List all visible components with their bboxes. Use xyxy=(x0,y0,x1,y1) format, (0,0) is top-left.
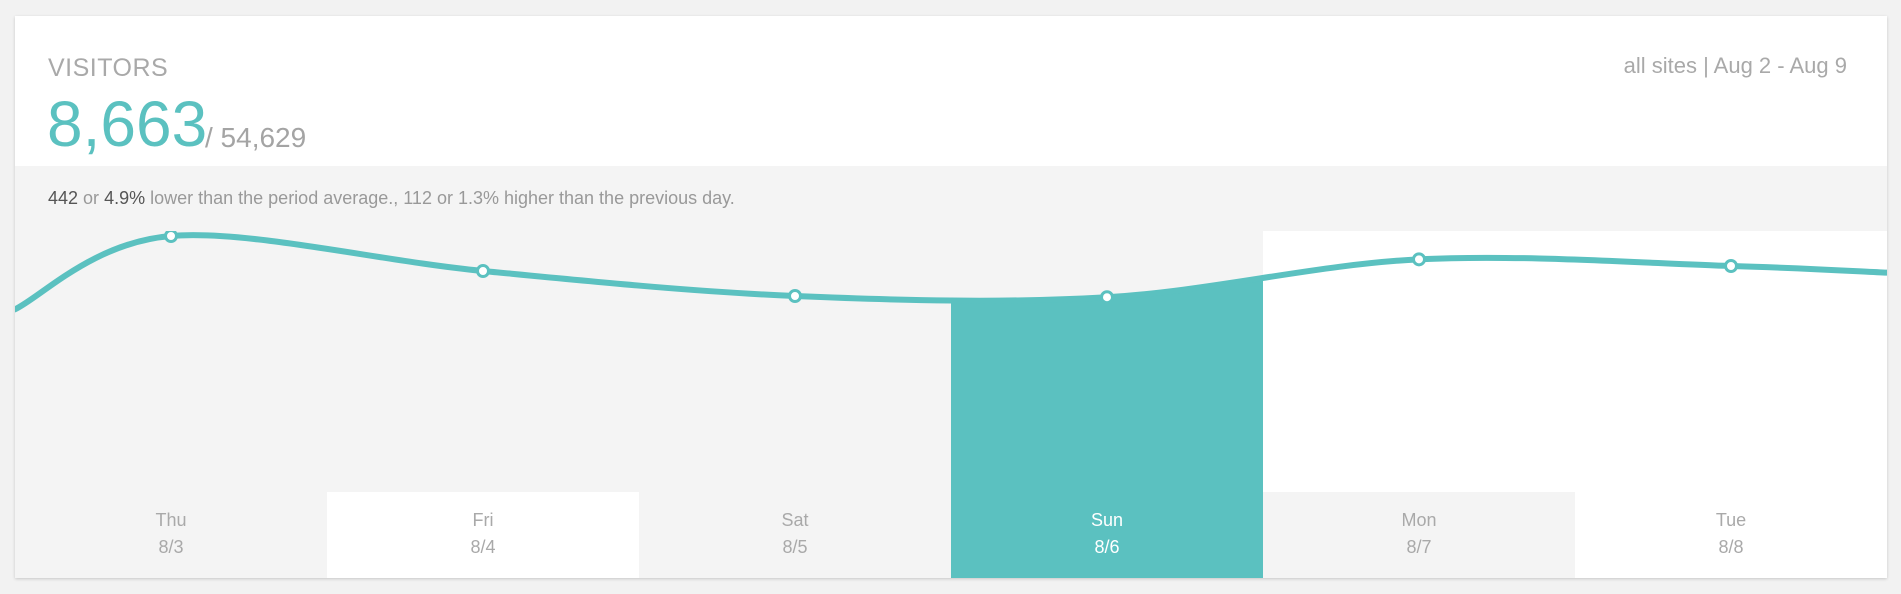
data-point-4[interactable] xyxy=(1412,252,1426,267)
scope-date-range: all sites | Aug 2 - Aug 9 xyxy=(1623,53,1847,78)
date-label-3: 8/6 xyxy=(1094,537,1119,557)
summary-connector: or xyxy=(78,188,105,208)
day-label-0: Thu xyxy=(155,510,186,530)
diff-percent: 4.9% xyxy=(104,188,146,208)
date-label-0: 8/3 xyxy=(158,537,183,557)
day-label-5: Tue xyxy=(1716,510,1746,530)
date-label-5: 8/8 xyxy=(1718,537,1743,557)
visitor-count: 8,663 xyxy=(47,88,208,160)
column-bg-4 xyxy=(1263,231,1576,492)
column-label-bg-3[interactable] xyxy=(951,492,1264,578)
column-label-bg-0[interactable] xyxy=(15,492,328,578)
data-point-5[interactable] xyxy=(1724,259,1738,273)
data-point-0[interactable] xyxy=(164,231,178,243)
column-label-bg-1[interactable] xyxy=(327,492,640,578)
data-point-2[interactable] xyxy=(788,289,802,303)
column-label-bg-4[interactable] xyxy=(1263,492,1576,578)
column-bg-0 xyxy=(15,231,328,492)
date-label-4: 8/7 xyxy=(1406,537,1431,557)
column-label-bg-5[interactable] xyxy=(1575,492,1887,578)
selected-day-area xyxy=(951,277,1263,492)
visitors-chart: Thu 8/3 Fri 8/4 Sat 8/5 Sun 8/6 Mon 8/7 Tue 8/8 xyxy=(15,231,1887,578)
data-point-3[interactable] xyxy=(1100,290,1114,305)
visitors-line xyxy=(15,232,1887,313)
visitors-card: VISITORS 8,663 / 54,629 all sites | Aug … xyxy=(15,16,1887,578)
column-label-bg-2[interactable] xyxy=(639,492,952,578)
day-label-2: Sat xyxy=(781,510,808,530)
card-title: VISITORS xyxy=(48,54,169,82)
summary-rest: lower than the period average., 112 or 1… xyxy=(145,188,735,208)
diff-count: 442 xyxy=(48,188,79,208)
data-point-1[interactable] xyxy=(476,264,490,278)
visitor-total: / 54,629 xyxy=(205,122,307,153)
comparison-summary: 442 or 4.9% lower than the period averag… xyxy=(15,166,1887,231)
day-label-1: Fri xyxy=(473,510,494,530)
day-label-4: Mon xyxy=(1401,510,1436,530)
date-label-2: 8/5 xyxy=(782,537,807,557)
day-label-3: Sun xyxy=(1091,510,1123,530)
visitors-chart-svg: Thu 8/3 Fri 8/4 Sat 8/5 Sun 8/6 Mon 8/7 Tue 8/8 xyxy=(15,231,1887,578)
date-label-1: 8/4 xyxy=(470,537,495,557)
column-bg-5 xyxy=(1575,231,1887,492)
card-header: VISITORS 8,663 / 54,629 all sites | Aug … xyxy=(15,16,1887,166)
column-bg-2 xyxy=(639,231,952,492)
